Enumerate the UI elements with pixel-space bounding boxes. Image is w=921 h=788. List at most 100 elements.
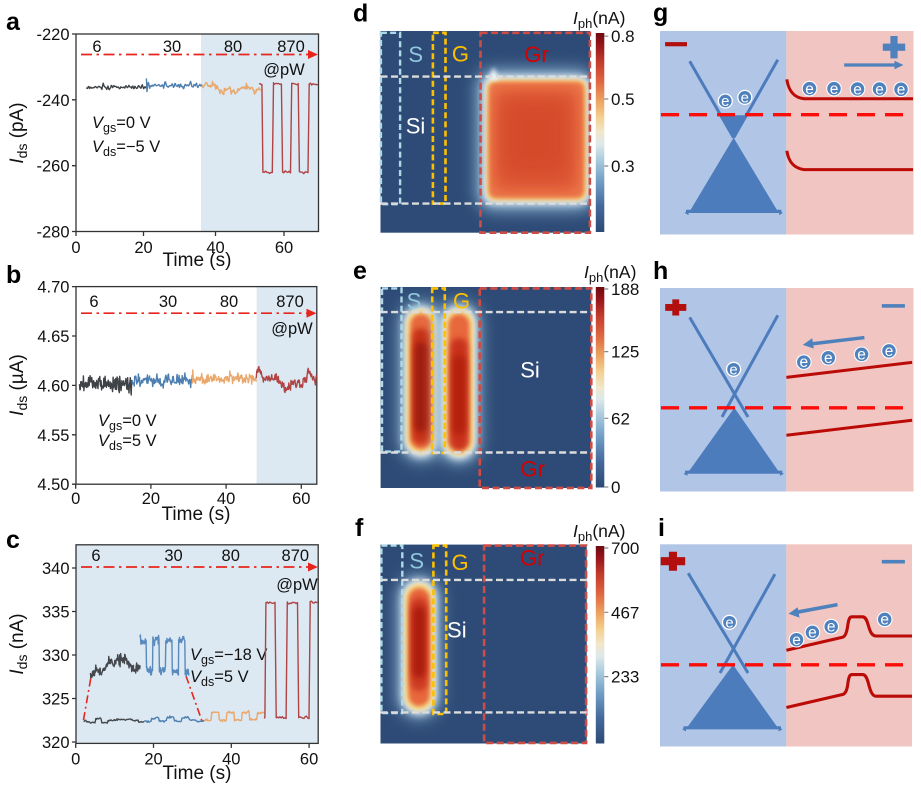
svg-text:e: e (805, 81, 814, 98)
svg-text:Gr: Gr (524, 42, 548, 67)
svg-text:Iph(nA): Iph(nA) (573, 8, 625, 31)
svg-text:60: 60 (300, 751, 318, 769)
svg-text:e: e (827, 619, 836, 636)
svg-text:233: 233 (611, 668, 639, 687)
svg-text:0: 0 (611, 478, 620, 497)
svg-text:40: 40 (206, 239, 224, 257)
svg-text:g: g (653, 0, 668, 27)
svg-text:i: i (658, 514, 665, 542)
svg-text:S: S (408, 42, 423, 67)
svg-text:325: 325 (42, 691, 70, 709)
svg-text:f: f (355, 514, 364, 542)
svg-text:-240: -240 (36, 92, 69, 110)
svg-text:80: 80 (220, 293, 238, 311)
svg-text:-220: -220 (36, 26, 69, 44)
svg-text:G: G (453, 289, 470, 314)
svg-text:@pW: @pW (263, 61, 305, 79)
svg-text:Ids (µA): Ids (µA) (7, 354, 30, 416)
svg-text:Ids (pA): Ids (pA) (7, 102, 30, 163)
svg-text:80: 80 (222, 547, 240, 565)
svg-text:a: a (6, 8, 21, 36)
svg-text:e: e (875, 81, 884, 98)
svg-text:Time (s): Time (s) (163, 250, 232, 271)
svg-text:Vgs=−18 V: Vgs=−18 V (190, 646, 267, 667)
svg-text:e: e (830, 81, 839, 98)
svg-text:467: 467 (611, 603, 639, 622)
svg-text:b: b (6, 261, 21, 289)
svg-text:Gr: Gr (520, 457, 544, 482)
svg-text:0.5: 0.5 (611, 90, 635, 109)
svg-text:700: 700 (611, 539, 639, 558)
svg-text:h: h (653, 257, 668, 285)
svg-text:Vds=5 V: Vds=5 V (98, 432, 157, 453)
svg-text:Vgs=0 V: Vgs=0 V (98, 412, 157, 433)
svg-text:e: e (729, 361, 737, 378)
svg-text:6: 6 (91, 547, 100, 565)
svg-text:0.8: 0.8 (611, 27, 635, 46)
svg-text:20: 20 (144, 751, 162, 769)
svg-text:6: 6 (89, 293, 98, 311)
svg-text:62: 62 (611, 409, 630, 428)
svg-text:-260: -260 (36, 158, 69, 176)
svg-text:Vgs=0 V: Vgs=0 V (92, 114, 151, 135)
svg-text:60: 60 (292, 490, 310, 508)
svg-text:Si: Si (406, 114, 426, 139)
svg-text:e: e (721, 93, 729, 110)
svg-text:Vds=−5 V: Vds=−5 V (92, 138, 160, 159)
svg-text:@pW: @pW (276, 576, 318, 594)
svg-text:340: 340 (42, 560, 70, 578)
svg-text:e: e (880, 612, 889, 629)
svg-text:0: 0 (71, 490, 80, 508)
svg-text:20: 20 (142, 490, 160, 508)
svg-text:125: 125 (611, 343, 639, 362)
svg-text:Ids (nA): Ids (nA) (7, 613, 30, 674)
svg-text:e: e (741, 89, 749, 106)
svg-text:4.50: 4.50 (37, 476, 69, 494)
svg-text:870: 870 (276, 293, 304, 311)
svg-text:S: S (407, 289, 422, 314)
svg-text:30: 30 (164, 547, 182, 565)
svg-text:188: 188 (611, 280, 639, 299)
svg-text:G: G (452, 42, 469, 67)
svg-text:4.70: 4.70 (37, 279, 69, 297)
svg-text:d: d (353, 0, 368, 28)
svg-text:60: 60 (275, 239, 293, 257)
svg-text:e: e (897, 82, 906, 99)
svg-text:0: 0 (71, 751, 80, 769)
svg-text:320: 320 (42, 734, 70, 752)
svg-text:e: e (353, 257, 367, 285)
svg-text:e: e (853, 81, 862, 98)
svg-text:e: e (799, 354, 808, 371)
svg-text:Si: Si (447, 618, 467, 643)
svg-text:Vds=5 V: Vds=5 V (190, 668, 249, 689)
svg-text:20: 20 (134, 239, 152, 257)
svg-text:-280: -280 (36, 224, 69, 242)
svg-text:870: 870 (277, 38, 305, 56)
svg-text:G: G (451, 550, 468, 575)
svg-text:30: 30 (159, 293, 177, 311)
svg-text:40: 40 (222, 751, 240, 769)
svg-text:30: 30 (163, 38, 181, 56)
svg-text:e: e (808, 625, 817, 642)
svg-text:0: 0 (71, 239, 80, 257)
svg-text:e: e (792, 632, 801, 649)
svg-text:40: 40 (217, 490, 235, 508)
svg-text:Iph(nA): Iph(nA) (584, 262, 636, 285)
svg-text:e: e (824, 350, 833, 367)
svg-text:e: e (857, 346, 866, 363)
svg-text:Time (s): Time (s) (162, 504, 231, 525)
svg-text:4.60: 4.60 (37, 377, 69, 395)
svg-text:c: c (6, 526, 20, 554)
svg-text:870: 870 (282, 547, 310, 565)
svg-text:6: 6 (92, 38, 101, 56)
svg-text:Si: Si (520, 358, 540, 383)
svg-text:Iph(nA): Iph(nA) (573, 521, 625, 544)
svg-text:@pW: @pW (271, 320, 313, 338)
svg-text:Time (s): Time (s) (163, 763, 232, 784)
svg-text:80: 80 (224, 38, 242, 56)
svg-text:S: S (409, 549, 424, 574)
svg-text:e: e (725, 614, 733, 631)
svg-text:4.65: 4.65 (37, 328, 69, 346)
svg-text:0.3: 0.3 (611, 157, 635, 176)
svg-text:Gr: Gr (520, 546, 544, 571)
